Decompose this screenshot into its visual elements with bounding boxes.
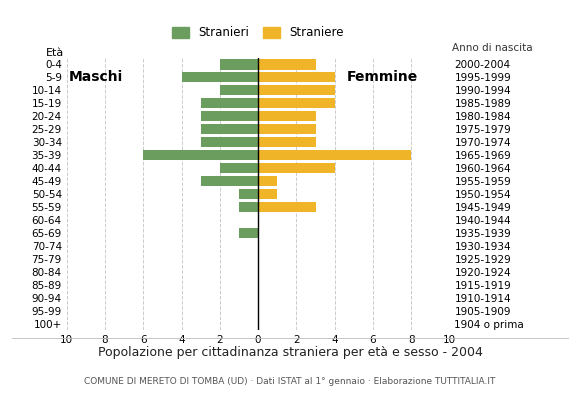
Bar [201, 111, 258, 121]
Bar [220, 163, 258, 173]
Bar [258, 72, 335, 82]
Bar [239, 189, 258, 199]
Legend: Stranieri, Straniere: Stranieri, Straniere [168, 22, 349, 44]
Text: Femmine: Femmine [347, 70, 418, 84]
Bar [201, 124, 258, 134]
Bar [239, 202, 258, 212]
Bar [258, 98, 335, 108]
Bar [258, 150, 411, 160]
Text: Età: Età [46, 48, 64, 58]
Bar [258, 85, 335, 96]
Text: Popolazione per cittadinanza straniera per età e sesso - 2004: Popolazione per cittadinanza straniera p… [97, 346, 483, 359]
Bar [258, 111, 316, 121]
Bar [258, 124, 316, 134]
Bar [258, 189, 277, 199]
Text: Maschi: Maschi [68, 70, 122, 84]
Bar [239, 228, 258, 238]
Bar [220, 60, 258, 70]
Text: COMUNE DI MERETO DI TOMBA (UD) · Dati ISTAT al 1° gennaio · Elaborazione TUTTITA: COMUNE DI MERETO DI TOMBA (UD) · Dati IS… [84, 377, 496, 386]
Bar [258, 60, 316, 70]
Bar [143, 150, 258, 160]
Text: Anno di nascita: Anno di nascita [452, 43, 533, 53]
Bar [258, 176, 277, 186]
Bar [201, 98, 258, 108]
Bar [220, 85, 258, 96]
Bar [182, 72, 258, 82]
Bar [258, 202, 316, 212]
Bar [258, 137, 316, 147]
Bar [258, 163, 335, 173]
Bar [201, 137, 258, 147]
Bar [201, 176, 258, 186]
